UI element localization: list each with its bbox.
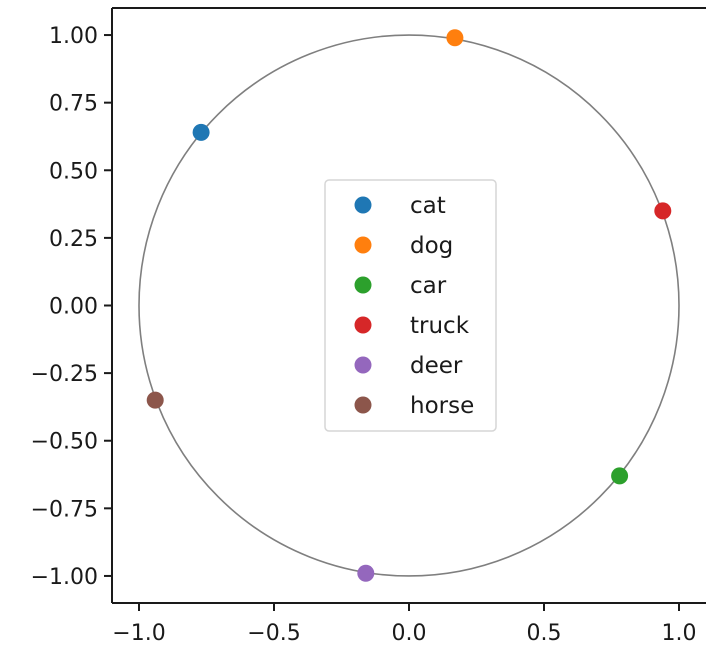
legend-marker-car xyxy=(354,276,372,294)
y-tick-label: 1.00 xyxy=(49,24,98,49)
data-point-truck xyxy=(654,202,672,220)
data-point-horse xyxy=(146,391,164,409)
y-tick-label: −0.25 xyxy=(31,362,98,387)
y-tick-label: 0.25 xyxy=(49,227,98,252)
x-tick-label: 1.0 xyxy=(662,621,697,646)
unit-circle xyxy=(138,34,680,577)
data-point-car xyxy=(611,467,629,485)
x-tick-label: 0.0 xyxy=(392,621,427,646)
y-tick-label: 0.00 xyxy=(49,295,98,320)
data-point-cat xyxy=(192,123,210,141)
legend-marker-cat xyxy=(354,196,372,214)
legend-label-cat: cat xyxy=(410,193,446,219)
x-tick-label: 0.5 xyxy=(527,621,562,646)
legend-label-deer: deer xyxy=(410,353,463,379)
legend-marker-dog xyxy=(354,236,372,254)
legend-marker-deer xyxy=(354,356,372,374)
x-tick-label: −1.0 xyxy=(112,621,165,646)
data-point-deer xyxy=(357,564,375,582)
y-tick-label: −0.75 xyxy=(31,497,98,522)
y-tick-label: 0.50 xyxy=(49,159,98,184)
legend-label-truck: truck xyxy=(410,313,470,339)
data-point-dog xyxy=(446,29,464,47)
legend-marker-truck xyxy=(354,316,372,334)
y-tick-label: −1.00 xyxy=(31,565,98,590)
y-tick-label: 0.75 xyxy=(49,92,98,117)
x-tick-label: −0.5 xyxy=(247,621,300,646)
legend-label-horse: horse xyxy=(410,393,474,419)
legend-label-dog: dog xyxy=(410,233,453,259)
y-tick-label: −0.50 xyxy=(31,430,98,455)
legend-marker-horse xyxy=(354,396,372,414)
legend-label-car: car xyxy=(410,273,447,299)
